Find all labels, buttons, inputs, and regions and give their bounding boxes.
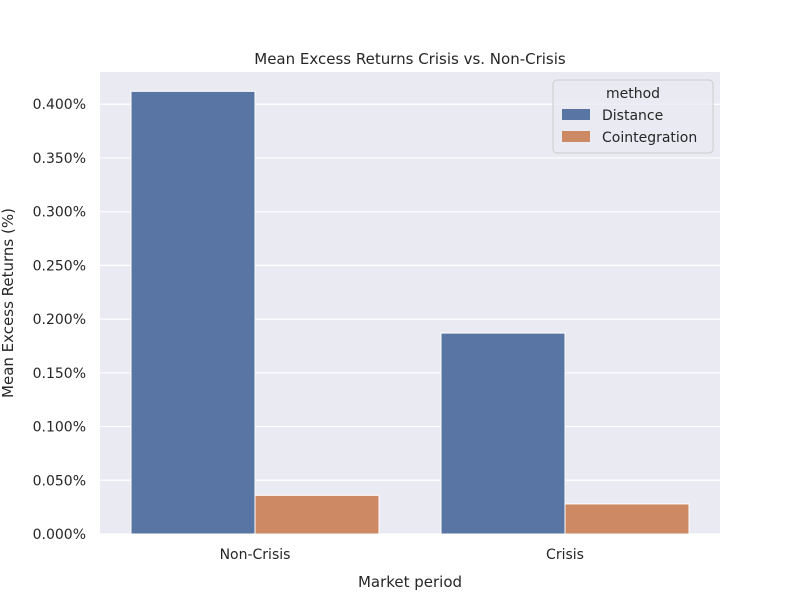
- x-axis-ticks: Non-Crisis Crisis: [220, 547, 584, 563]
- legend-title: method: [606, 86, 660, 102]
- y-tick-label: 0.400%: [33, 97, 86, 113]
- legend: method Distance Cointegration: [552, 79, 714, 154]
- y-tick-label: 0.150%: [33, 366, 86, 382]
- legend-frame: [552, 79, 714, 154]
- bar-cointegration-crisis: [564, 503, 690, 535]
- y-tick-label: 0.350%: [33, 151, 86, 167]
- bar-distance-non-crisis: [130, 90, 256, 535]
- y-tick-label: 0.000%: [33, 527, 86, 543]
- bar-cointegration-non-crisis: [254, 494, 380, 535]
- y-tick-label: 0.250%: [33, 258, 86, 274]
- legend-label-distance: Distance: [602, 108, 663, 124]
- y-tick-label: 0.050%: [33, 473, 86, 489]
- legend-swatch-cointegration: [562, 131, 590, 142]
- x-tick-label: Crisis: [546, 547, 584, 563]
- y-axis-label: Mean Excess Returns (%): [0, 208, 17, 398]
- legend-label-cointegration: Cointegration: [602, 130, 697, 146]
- y-tick-label: 0.300%: [33, 205, 86, 221]
- y-tick-label: 0.200%: [33, 312, 86, 328]
- bar-distance-crisis: [440, 332, 566, 535]
- x-axis-label: Market period: [358, 573, 462, 591]
- legend-swatch-distance: [562, 109, 590, 120]
- y-tick-label: 0.100%: [33, 420, 86, 436]
- bars: [130, 90, 690, 535]
- chart-title: Mean Excess Returns Crisis vs. Non-Crisi…: [254, 50, 566, 68]
- y-axis-ticks: 0.000% 0.050% 0.100% 0.150% 0.200% 0.250% 0.30…: [33, 97, 86, 543]
- x-tick-label: Non-Crisis: [220, 547, 291, 563]
